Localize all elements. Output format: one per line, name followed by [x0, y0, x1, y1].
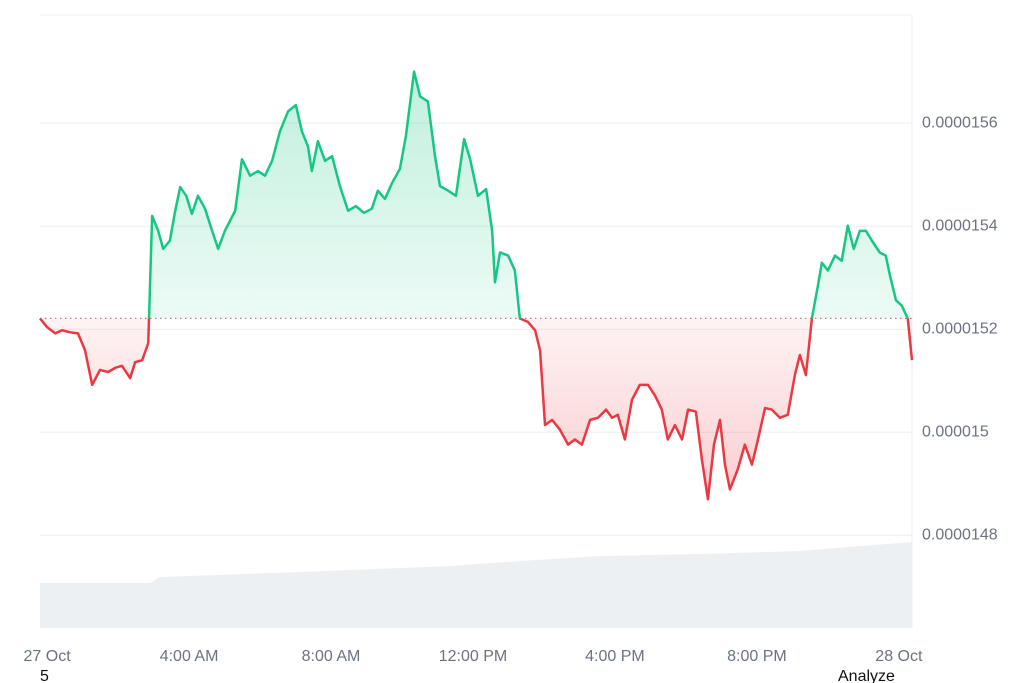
x-tick-label: 4:00 PM — [585, 648, 645, 665]
x-tick-label: 27 Oct — [24, 648, 72, 665]
y-tick-label: 0.0000152 — [922, 320, 998, 337]
y-tick-label: 0.0000154 — [922, 217, 998, 234]
y-tick-label: 0.000015 — [922, 423, 989, 440]
footer-left: 5 — [40, 668, 49, 683]
x-tick-label: 8:00 AM — [302, 648, 361, 665]
x-tick-label: 28 Oct — [875, 648, 923, 665]
y-tick-label: 0.0000156 — [922, 114, 998, 131]
y-tick-label: 0.0000148 — [922, 526, 998, 543]
area-down — [40, 318, 912, 500]
area-up — [40, 71, 912, 319]
footer-right: Analyze — [838, 668, 895, 683]
volume-bars — [40, 542, 912, 628]
price-line-down — [39, 318, 914, 501]
x-tick-label: 12:00 PM — [439, 648, 507, 665]
x-tick-label: 4:00 AM — [160, 648, 219, 665]
price-line-up — [39, 70, 909, 319]
x-tick-label: 8:00 PM — [727, 648, 787, 665]
